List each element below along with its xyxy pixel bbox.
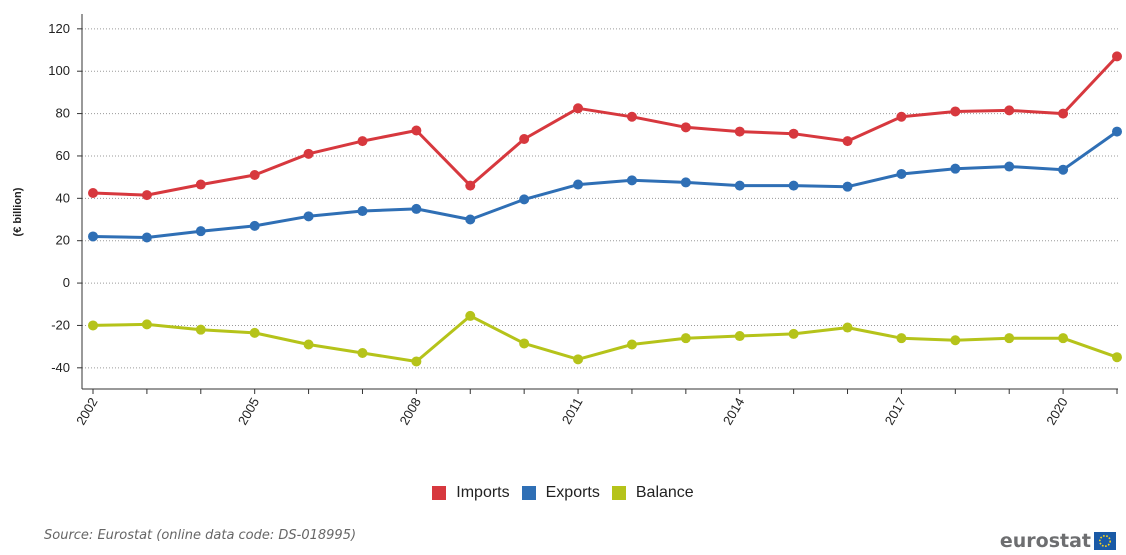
data-point-imports-2019 (1004, 105, 1015, 116)
data-point-balance-2012 (626, 339, 637, 350)
data-point-balance-2002 (88, 320, 98, 331)
data-point-imports-2009 (465, 180, 476, 191)
data-point-imports-2007 (357, 136, 368, 147)
data-point-imports-2018 (950, 106, 961, 117)
data-point-exports-2006 (303, 211, 314, 222)
data-point-balance-2008 (411, 356, 422, 367)
data-point-exports-2005 (249, 220, 260, 231)
eu-flag-icon (1094, 532, 1116, 550)
data-point-exports-2014 (734, 180, 745, 191)
data-point-balance-2004 (195, 324, 206, 335)
data-point-balance-2011 (573, 354, 584, 365)
legend-label-imports: Imports (456, 484, 510, 501)
data-point-balance-2009 (465, 310, 476, 321)
axes: 120 100 80 60 40 20 0 -20 -40 2002 2005 2008 2011 201… (48, 14, 1118, 428)
series-line-exports (92, 130, 1118, 239)
x-tick-label: 2014 (720, 395, 747, 428)
legend-swatch-imports (432, 486, 447, 500)
grid-lines (82, 28, 1118, 369)
y-tick-label: 20 (56, 233, 70, 248)
data-point-balance-2014 (734, 331, 745, 342)
legend-item-exports[interactable]: Exports (521, 484, 600, 502)
y-tick-label: -20 (51, 317, 70, 332)
data-point-balance-2017 (896, 333, 907, 344)
line-chart: 120 100 80 60 40 20 0 -20 -40 2002 2005 2008 2011 201… (12, 14, 1122, 428)
data-point-imports-2015 (788, 128, 799, 139)
data-point-imports-2011 (573, 103, 584, 114)
legend-label-exports: Exports (545, 484, 600, 501)
eurostat-logo: eurostat (1000, 530, 1116, 552)
data-point-imports-2013 (680, 122, 691, 133)
y-tick-label: 0 (63, 275, 70, 290)
data-point-exports-2018 (950, 163, 961, 174)
logo-text: eurostat (999, 530, 1091, 552)
legend-swatch-exports (521, 486, 536, 500)
data-point-balance-2003 (141, 319, 152, 330)
source-note: Source: Eurostat (online data code: DS-0… (44, 528, 357, 543)
data-point-balance-2018 (950, 335, 961, 346)
legend-label-balance: Balance (635, 484, 694, 501)
data-point-imports-2004 (195, 179, 206, 190)
data-point-balance-2013 (680, 333, 691, 344)
legend-item-imports[interactable]: Imports (432, 484, 510, 502)
data-point-imports-2002 (88, 188, 98, 199)
data-point-exports-2011 (573, 179, 584, 190)
series-line-balance (92, 314, 1118, 363)
data-point-imports-2021 (1112, 51, 1122, 62)
data-point-imports-2017 (896, 111, 907, 122)
data-point-imports-2014 (734, 126, 745, 137)
data-point-exports-2008 (411, 203, 422, 214)
data-point-balance-2015 (788, 328, 799, 339)
data-point-exports-2002 (88, 231, 98, 242)
data-point-exports-2004 (195, 226, 206, 237)
data-point-imports-2008 (411, 125, 422, 136)
data-point-balance-2019 (1004, 333, 1015, 344)
data-point-exports-2007 (357, 206, 368, 217)
data-point-balance-2020 (1058, 333, 1069, 344)
data-point-exports-2017 (896, 168, 907, 179)
legend-item-balance[interactable]: Balance (611, 484, 694, 502)
data-point-imports-2016 (842, 136, 853, 147)
data-point-exports-2012 (626, 175, 637, 186)
data-point-balance-2021 (1112, 352, 1122, 363)
x-tick-label: 2005 (235, 395, 262, 428)
data-point-balance-2007 (357, 347, 368, 358)
data-point-exports-2015 (788, 180, 799, 191)
data-point-balance-2006 (303, 339, 314, 350)
y-tick-label: -40 (51, 360, 70, 375)
data-point-imports-2003 (141, 190, 152, 201)
data-point-imports-2010 (519, 134, 530, 144)
y-tick-label: 120 (48, 21, 70, 36)
data-point-exports-2009 (465, 214, 476, 225)
data-point-exports-2016 (842, 181, 853, 192)
x-tick-label: 2011 (559, 395, 586, 427)
legend-swatch-balance (611, 486, 626, 500)
y-tick-label: 40 (56, 190, 70, 205)
data-point-balance-2016 (842, 322, 853, 333)
legend: Imports Exports Balance (0, 481, 1126, 505)
data-point-exports-2013 (680, 177, 691, 188)
data-point-imports-2005 (249, 170, 260, 181)
data-point-balance-2010 (519, 338, 530, 349)
y-tick-label: 100 (48, 63, 70, 78)
series-line-imports (92, 55, 1119, 197)
x-tick-label: 2017 (882, 395, 909, 428)
y-axis-label: (€ billion) (12, 187, 24, 236)
data-point-imports-2006 (303, 148, 314, 159)
data-point-imports-2012 (626, 111, 637, 122)
data-point-exports-2021 (1112, 126, 1122, 137)
y-tick-label: 80 (56, 106, 70, 121)
x-tick-label: 2002 (73, 395, 100, 428)
y-tick-label: 60 (56, 148, 70, 163)
x-tick-label: 2008 (397, 395, 424, 428)
data-point-exports-2019 (1004, 161, 1015, 172)
data-point-exports-2003 (141, 232, 152, 243)
data-point-exports-2010 (519, 194, 530, 205)
x-tick-label: 2020 (1043, 395, 1070, 428)
data-point-balance-2005 (249, 327, 260, 338)
data-point-exports-2020 (1058, 164, 1069, 175)
data-point-imports-2020 (1058, 108, 1069, 119)
data-series (88, 51, 1122, 367)
